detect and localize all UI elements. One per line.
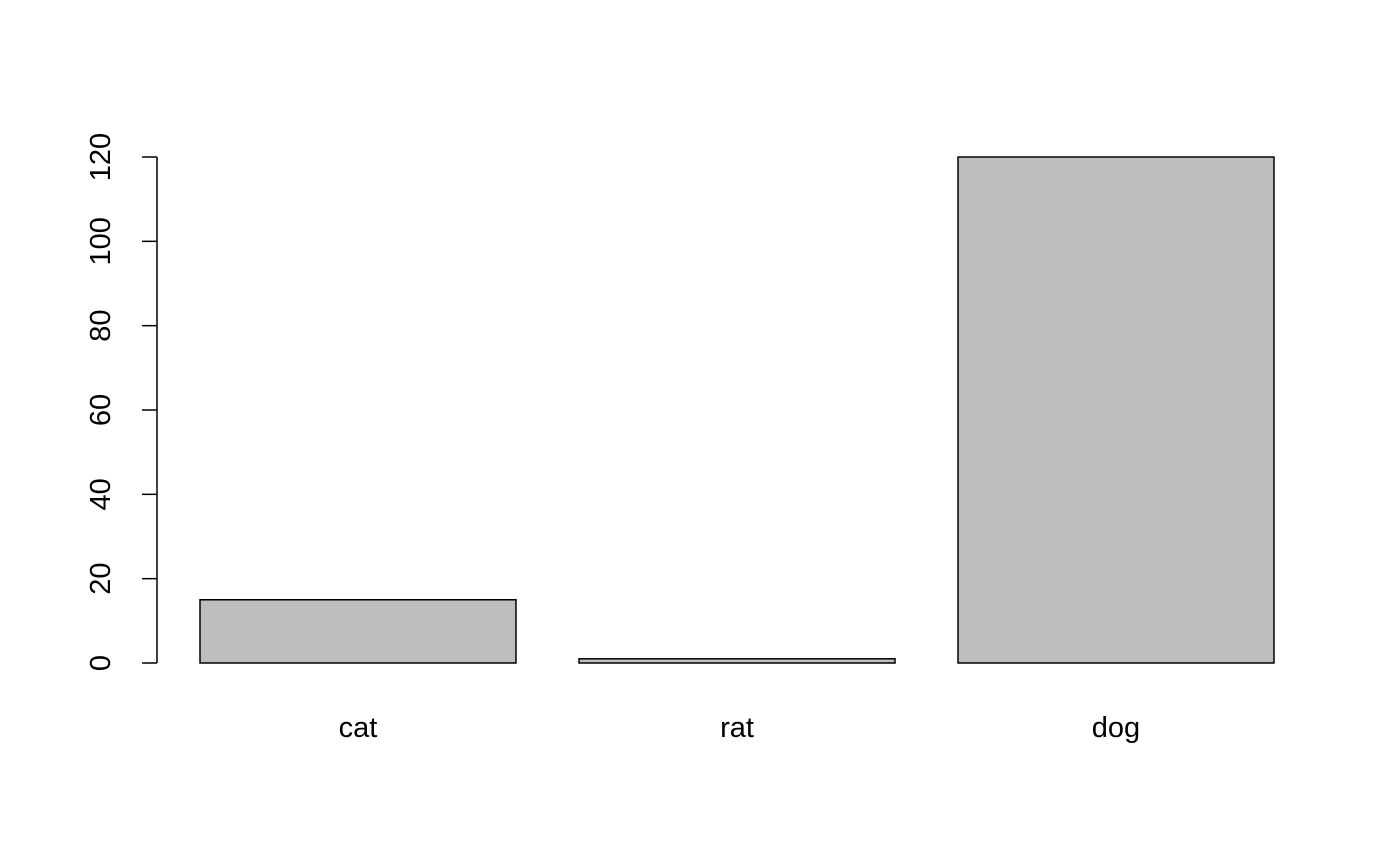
y-axis: 0 20 40 60 80 100 120 [85, 133, 158, 671]
y-tick-label: 80 [85, 310, 117, 342]
y-tick-label: 20 [85, 563, 117, 595]
bars-group [199, 156, 1275, 664]
bar-cat [199, 599, 517, 664]
x-category-label: rat [720, 712, 754, 744]
x-category-label: dog [1092, 712, 1140, 744]
y-tick-label: 0 [85, 655, 117, 671]
x-axis-labels: cat rat dog [339, 712, 1141, 744]
y-tick-label: 120 [85, 133, 117, 181]
bar-dog [957, 156, 1275, 664]
bar-rat [578, 658, 896, 664]
y-tick-label: 100 [85, 217, 117, 265]
y-tick-label: 40 [85, 478, 117, 510]
y-tick-label: 60 [85, 394, 117, 426]
x-category-label: cat [339, 712, 378, 744]
